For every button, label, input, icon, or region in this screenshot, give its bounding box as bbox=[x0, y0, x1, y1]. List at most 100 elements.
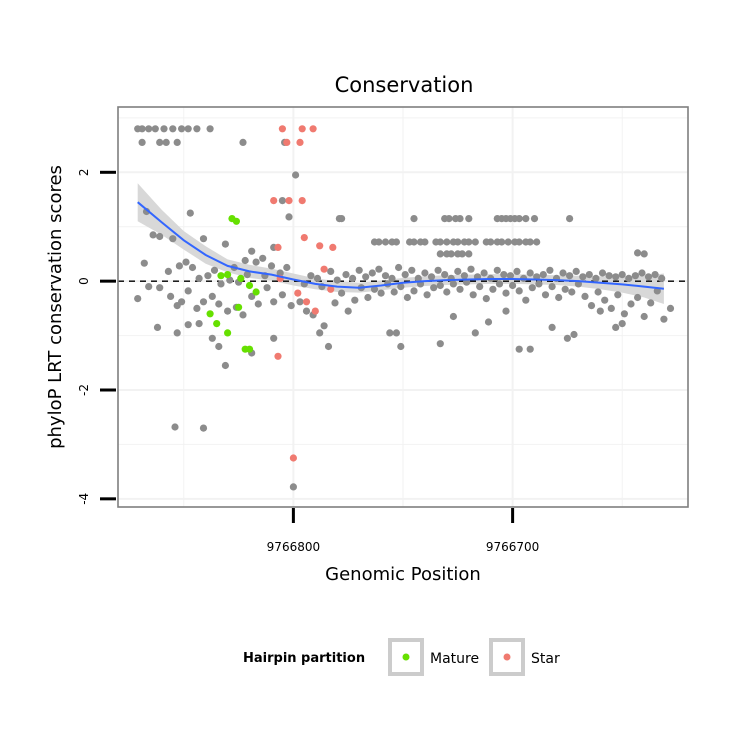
point-other bbox=[410, 215, 418, 223]
point-other bbox=[313, 274, 322, 282]
legend-entry-mature: Mature bbox=[388, 638, 479, 676]
point-other bbox=[625, 274, 633, 282]
point-other bbox=[386, 329, 394, 337]
point-other bbox=[563, 334, 572, 342]
point-other bbox=[618, 271, 626, 279]
point-other bbox=[515, 238, 523, 246]
point-other bbox=[548, 323, 556, 331]
point-other bbox=[482, 295, 490, 303]
point-other bbox=[333, 276, 341, 284]
point-other bbox=[316, 329, 324, 337]
point-other bbox=[292, 171, 300, 179]
point-star bbox=[278, 125, 286, 133]
point-other bbox=[414, 274, 422, 282]
point-other bbox=[638, 269, 646, 277]
point-other bbox=[184, 287, 192, 295]
point-other bbox=[530, 215, 539, 223]
point-mature bbox=[235, 303, 243, 311]
point-other bbox=[217, 280, 225, 288]
point-other bbox=[248, 292, 256, 300]
point-mature bbox=[232, 217, 240, 225]
point-other bbox=[447, 250, 455, 258]
point-other bbox=[592, 274, 600, 282]
point-star bbox=[289, 454, 297, 462]
point-other bbox=[156, 284, 164, 292]
point-other bbox=[287, 302, 295, 310]
point-other bbox=[566, 215, 574, 223]
point-other bbox=[658, 274, 666, 282]
point-other bbox=[195, 274, 203, 282]
point-other bbox=[210, 266, 219, 274]
point-other bbox=[465, 238, 473, 246]
point-other bbox=[278, 291, 286, 299]
point-other bbox=[377, 289, 385, 297]
point-other bbox=[443, 238, 451, 246]
point-star bbox=[283, 138, 291, 146]
x-tick-label: 9766700 bbox=[486, 540, 539, 554]
point-other bbox=[226, 276, 234, 284]
point-mature bbox=[224, 271, 232, 279]
point-other bbox=[285, 213, 293, 221]
point-other bbox=[647, 299, 655, 307]
point-other bbox=[243, 271, 251, 279]
point-other bbox=[526, 345, 534, 353]
point-other bbox=[351, 296, 359, 304]
point-other bbox=[278, 197, 286, 205]
legend-title: Hairpin partition bbox=[243, 651, 365, 666]
point-other bbox=[188, 263, 197, 272]
point-other bbox=[631, 272, 640, 280]
point-other bbox=[489, 285, 497, 293]
point-star bbox=[274, 243, 282, 251]
point-other bbox=[456, 285, 464, 293]
points-layer bbox=[134, 125, 675, 491]
point-star bbox=[320, 265, 328, 273]
point-mature bbox=[213, 320, 221, 328]
point-star bbox=[298, 125, 306, 133]
point-other bbox=[506, 272, 514, 280]
smooth-line-layer bbox=[137, 201, 665, 290]
point-other bbox=[579, 273, 587, 281]
point-other bbox=[570, 330, 578, 339]
point-other bbox=[502, 307, 510, 315]
point-other bbox=[456, 215, 464, 223]
point-other bbox=[502, 289, 510, 297]
point-other bbox=[327, 267, 335, 275]
y-tick-label: -2 bbox=[77, 384, 91, 396]
point-other bbox=[533, 238, 541, 246]
y-tick-label: -4 bbox=[77, 493, 91, 505]
point-other bbox=[449, 280, 457, 288]
point-other bbox=[526, 238, 534, 246]
point-other bbox=[199, 235, 208, 243]
point-other bbox=[338, 289, 346, 297]
point-other bbox=[254, 300, 262, 308]
point-other bbox=[627, 300, 635, 308]
point-star bbox=[302, 298, 311, 306]
point-other bbox=[153, 323, 162, 331]
point-other bbox=[307, 272, 315, 280]
point-mature bbox=[224, 329, 232, 337]
point-other bbox=[436, 281, 444, 290]
point-other bbox=[605, 272, 613, 280]
point-other bbox=[342, 271, 350, 279]
point-other bbox=[471, 329, 479, 337]
point-other bbox=[388, 274, 396, 282]
chart-title: Conservation bbox=[335, 73, 474, 97]
point-other bbox=[289, 483, 297, 491]
point-other bbox=[156, 138, 164, 146]
point-other bbox=[364, 293, 372, 302]
point-other bbox=[252, 258, 260, 266]
point-other bbox=[612, 323, 620, 331]
point-other bbox=[362, 273, 370, 281]
legend-label-mature: Mature bbox=[430, 651, 479, 667]
point-other bbox=[601, 296, 609, 304]
point-other bbox=[607, 304, 615, 312]
point-other bbox=[140, 259, 148, 267]
point-other bbox=[465, 215, 473, 223]
y-tick-label: 0 bbox=[77, 277, 91, 285]
point-other bbox=[368, 269, 376, 277]
point-other bbox=[395, 263, 403, 272]
point-other bbox=[403, 293, 411, 302]
point-other bbox=[375, 265, 383, 273]
legend-key-mature bbox=[388, 638, 424, 676]
